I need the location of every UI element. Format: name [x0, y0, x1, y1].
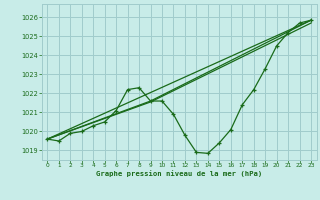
X-axis label: Graphe pression niveau de la mer (hPa): Graphe pression niveau de la mer (hPa): [96, 171, 262, 177]
